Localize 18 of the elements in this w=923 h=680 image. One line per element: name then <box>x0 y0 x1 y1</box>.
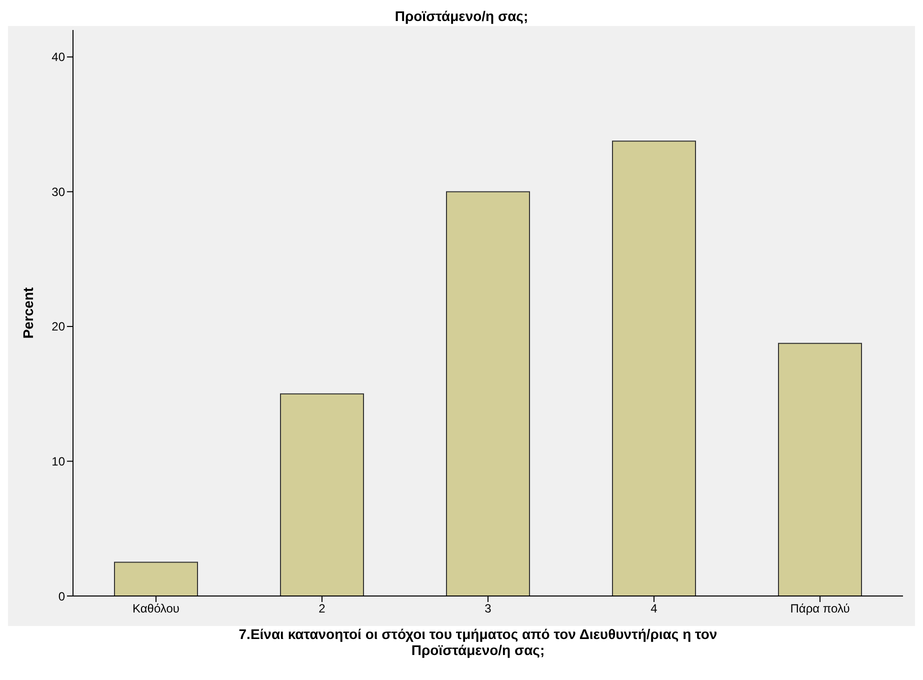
x-tick-label: 3 <box>484 602 492 616</box>
y-tick-label: 0 <box>58 589 66 604</box>
bar <box>280 393 364 596</box>
x-axis-title: 7.Είναι κατανοητοί οι στόχοι του τμήματος από τον Διευθυντή/ριας η τον Προϊστάμενο/η σας; <box>238 626 718 658</box>
y-axis-title: Percent <box>20 286 36 339</box>
y-tick-label: 40 <box>52 50 66 64</box>
bar <box>778 342 862 596</box>
bar <box>114 562 198 596</box>
y-tick-label: 20 <box>52 320 66 334</box>
y-tick-label: 10 <box>52 454 66 468</box>
x-tick-label: Καθόλου <box>132 602 180 616</box>
x-tick-label: 2 <box>318 602 326 616</box>
x-tick-label: 4 <box>650 602 658 616</box>
bar <box>446 191 530 596</box>
bar <box>612 140 696 596</box>
chart-title: Προϊστάμενο/η σας; <box>394 8 530 26</box>
x-tick-label: Πάρα πολύ <box>790 602 850 616</box>
y-tick-label: 30 <box>52 184 66 199</box>
